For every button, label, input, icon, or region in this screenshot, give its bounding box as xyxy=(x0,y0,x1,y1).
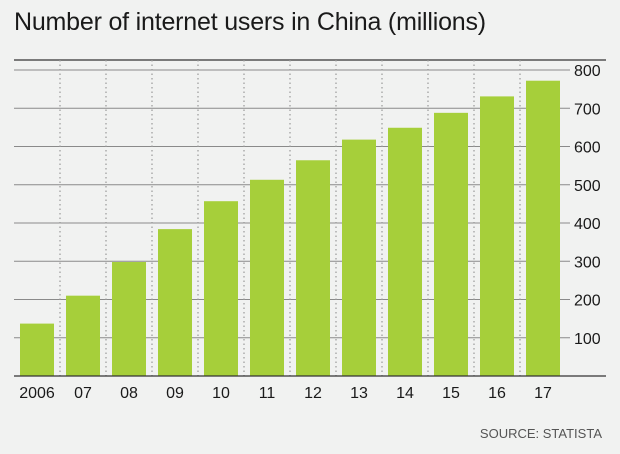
grid-layer xyxy=(14,59,606,376)
bar-08 xyxy=(112,262,146,376)
x-tick-label: 08 xyxy=(120,385,138,402)
bar-14 xyxy=(388,127,422,376)
y-tick-label: 400 xyxy=(574,216,601,233)
y-tick-label: 200 xyxy=(574,293,601,310)
x-tick-label: 17 xyxy=(534,385,552,402)
source-note: SOURCE: STATISTA xyxy=(479,426,602,441)
x-tick-label: 10 xyxy=(212,385,230,402)
bar-13 xyxy=(342,139,376,376)
x-tick-label: 07 xyxy=(74,385,92,402)
x-tick-label: 16 xyxy=(488,385,506,402)
bar-17 xyxy=(526,80,560,377)
y-tick-label: 500 xyxy=(574,178,601,195)
y-tick-label: 700 xyxy=(574,101,601,118)
bar-11 xyxy=(250,179,284,376)
y-tick-label: 300 xyxy=(574,254,601,271)
label-layer: 100 200 300 400 500 600 700 800 2006 07 08 09 10 11 12… xyxy=(19,63,601,402)
y-tick-label: 100 xyxy=(574,331,601,348)
x-tick-label: 12 xyxy=(304,385,322,402)
x-tick-label: 13 xyxy=(350,385,368,402)
x-tick-label: 11 xyxy=(259,385,276,402)
y-tick-label: 600 xyxy=(574,140,601,157)
bar-09 xyxy=(158,229,192,376)
bar-10 xyxy=(204,201,238,376)
y-tick-label: 800 xyxy=(574,63,601,80)
x-tick-label: 2006 xyxy=(19,385,55,402)
bar-2006 xyxy=(20,323,54,376)
chart-title: Number of internet users in China (milli… xyxy=(14,8,486,36)
x-tick-label: 15 xyxy=(442,385,460,402)
bar-layer xyxy=(20,80,560,377)
x-tick-label: 14 xyxy=(396,385,414,402)
bar-16 xyxy=(480,96,514,376)
bar-12 xyxy=(296,160,330,376)
x-tick-label: 09 xyxy=(166,385,184,402)
bar-07 xyxy=(66,295,100,376)
bar-15 xyxy=(434,112,468,376)
